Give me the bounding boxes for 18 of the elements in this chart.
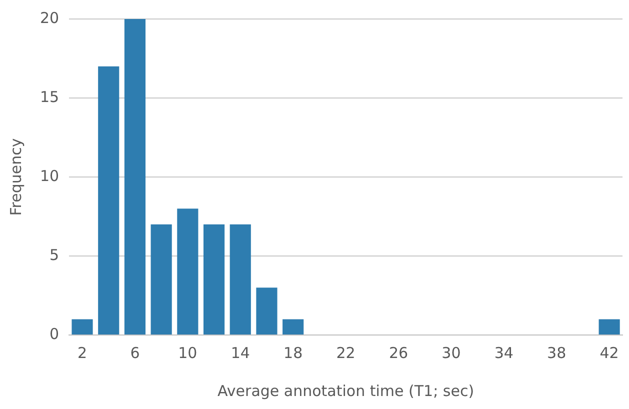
x-tick-label: 18 <box>284 344 303 362</box>
y-tick-label: 20 <box>40 8 60 27</box>
x-tick-label: 42 <box>600 344 619 362</box>
y-tick-label: 5 <box>50 246 60 264</box>
y-tick-label: 15 <box>40 88 60 106</box>
x-tick-label: 10 <box>178 344 198 362</box>
y-tick-label: 10 <box>40 166 60 185</box>
x-tick-label: 30 <box>442 344 461 362</box>
x-axis-title: Average annotation time (T1; sec) <box>218 382 474 400</box>
x-tick-label: 14 <box>230 344 250 362</box>
x-tick-label: 34 <box>494 344 514 362</box>
x-tick-label: 2 <box>77 344 88 362</box>
y-tick-label: 0 <box>50 324 60 343</box>
y-axis-title: Frequency <box>6 138 25 216</box>
x-tick-label: 22 <box>336 344 356 362</box>
x-tick-label: 26 <box>388 344 408 362</box>
x-tick-label: 38 <box>547 344 566 362</box>
x-tick-label: 6 <box>130 344 140 362</box>
